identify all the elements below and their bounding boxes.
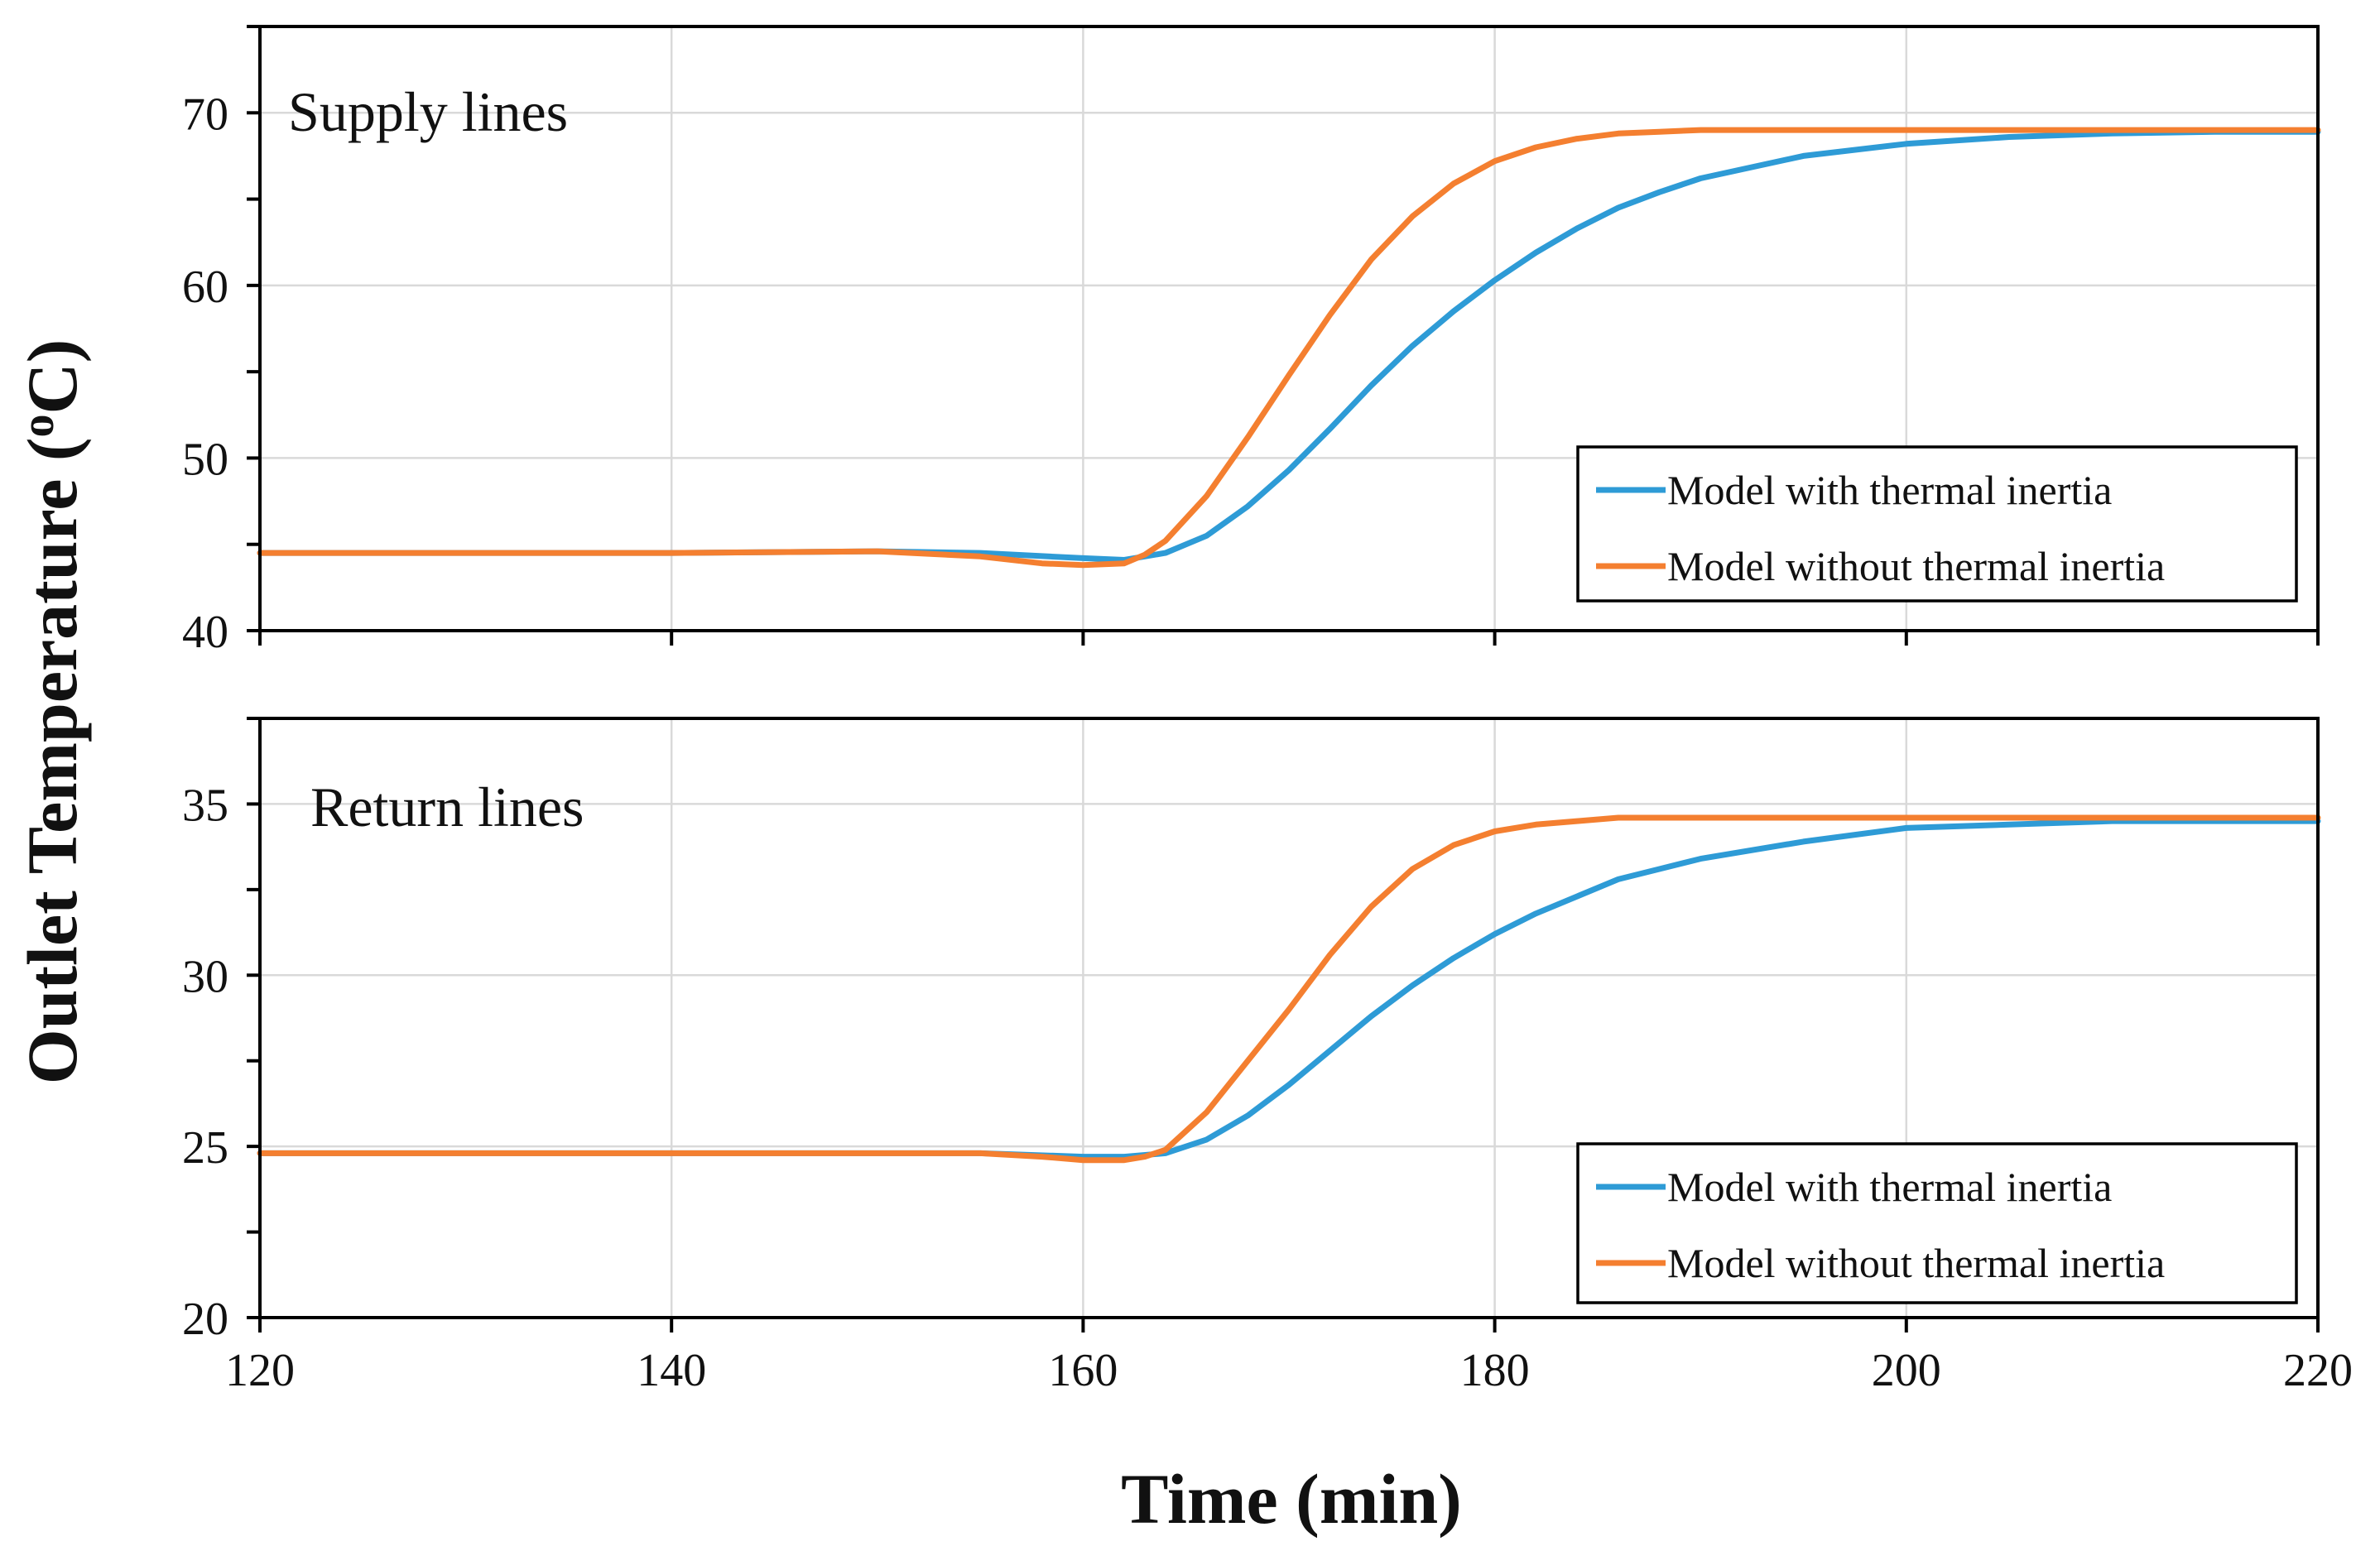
x-tick-label: 140 — [637, 1345, 706, 1396]
x-tick-label: 180 — [1460, 1345, 1530, 1396]
return-lines-panel: 20 25 30 35 120 140 160 180 200 220 Return lines Mo… — [182, 717, 2353, 1396]
legend-box — [1576, 445, 2298, 603]
series-line-with-inertia — [257, 818, 2321, 1160]
y-tick-label: 60 — [182, 262, 228, 313]
y-axis-title-degree: o — [12, 414, 64, 437]
x-tick-label: 220 — [2283, 1345, 2353, 1396]
panel-label: Return lines — [310, 776, 584, 838]
plot-frame — [258, 25, 2320, 632]
x-tick-label: 160 — [1048, 1345, 1118, 1396]
series-line-with-inertia — [257, 128, 2321, 563]
supply-lines-panel: 40 50 60 70 Supply lines Model with thermal i… — [182, 25, 2321, 658]
y-tick-label: 40 — [182, 607, 228, 658]
legend-box — [1576, 1142, 2298, 1304]
y-tick-label: 30 — [182, 951, 228, 1002]
y-axis-title: Outlet Temperature (oC) — [12, 339, 92, 1085]
y-tick-label: 50 — [182, 434, 228, 485]
x-tick-label: 120 — [225, 1345, 295, 1396]
legend-label: Model without thermal inertia — [1667, 1240, 2165, 1286]
x-tick-label: 200 — [1872, 1345, 1941, 1396]
legend-label: Model with thermal inertia — [1667, 1164, 2112, 1210]
y-axis-title-main: Outlet Temperature ( — [12, 437, 92, 1084]
y-tick-label: 35 — [182, 780, 228, 831]
legend-label: Model without thermal inertia — [1667, 543, 2165, 589]
panel-label: Supply lines — [288, 80, 568, 143]
y-tick-label: 70 — [182, 89, 228, 140]
y-tick-label: 25 — [182, 1122, 228, 1174]
legend-label: Model with thermal inertia — [1667, 467, 2112, 513]
series-line-without-inertia — [257, 814, 2321, 1164]
plot-frame — [258, 717, 2320, 1319]
x-axis-title: Time (min) — [1121, 1459, 1462, 1539]
y-axis-title-unit: C) — [12, 339, 92, 415]
y-tick-label: 20 — [182, 1294, 228, 1345]
series-line-without-inertia — [257, 127, 2321, 569]
